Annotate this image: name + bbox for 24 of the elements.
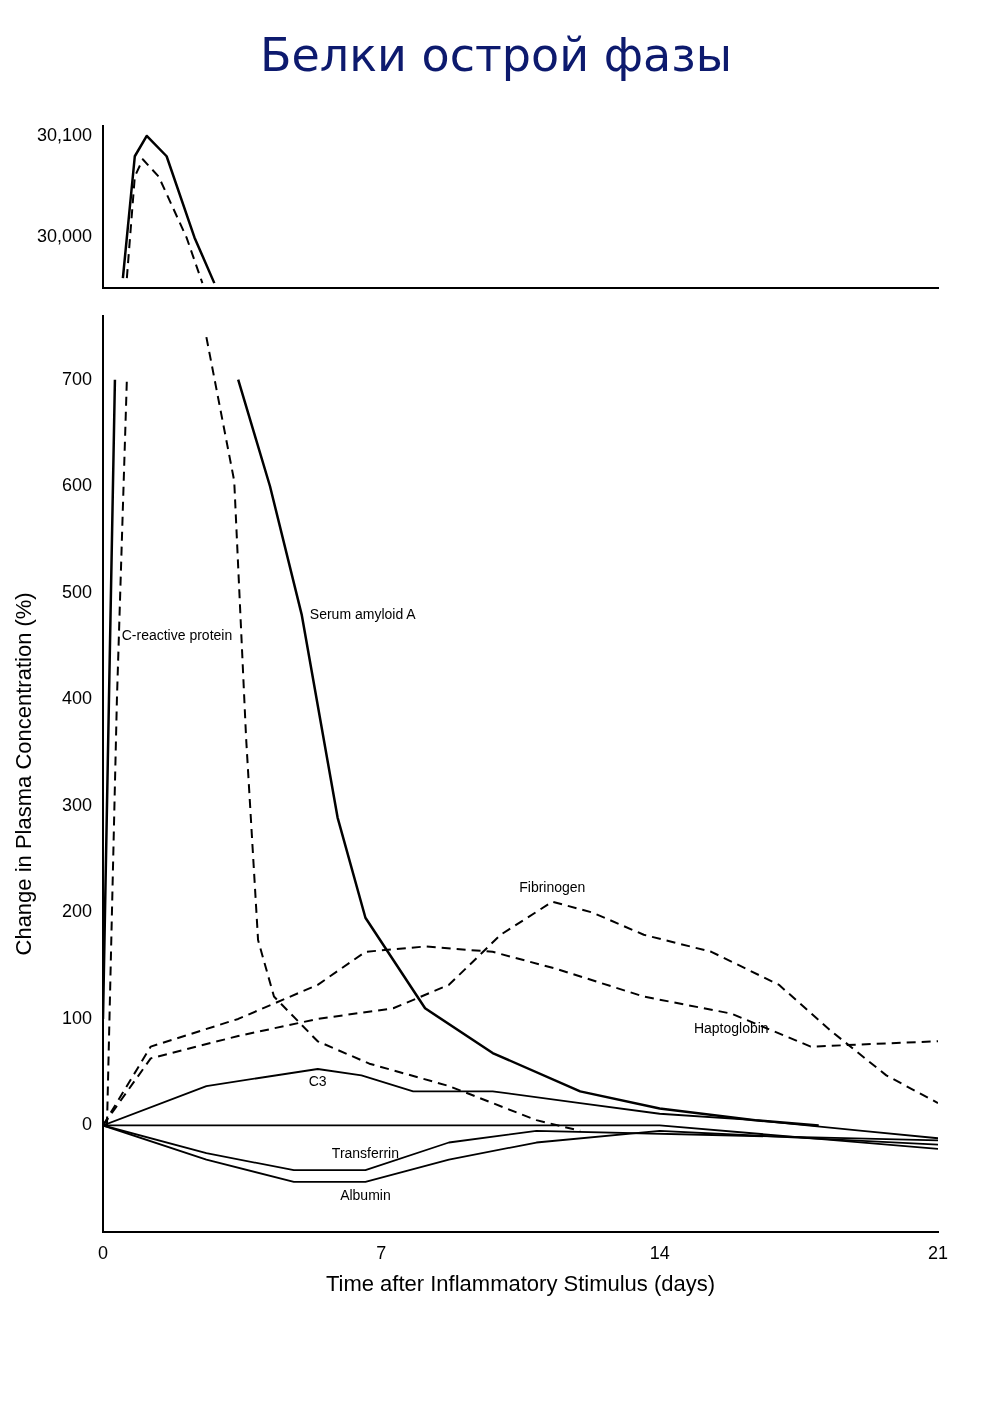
x-tick-label: 7: [376, 1242, 387, 1263]
series-label: Haptoglobin: [693, 1020, 769, 1037]
y-tick-label: 30,100: [36, 124, 92, 145]
x-axis-title: Time after Inflammatory Stimulus (days): [325, 1270, 716, 1296]
series-label: Fibrinogen: [519, 878, 586, 895]
x-tick-label: 0: [97, 1242, 109, 1263]
series-label: Transferrin: [331, 1145, 400, 1162]
series-label: C3: [308, 1072, 327, 1089]
y-tick-label: 30,000: [36, 226, 92, 247]
x-tick-label: 21: [927, 1242, 949, 1263]
y-tick-label: 300: [61, 794, 92, 815]
series-label: C-reactive protein: [121, 626, 233, 643]
x-tick-label: 14: [649, 1242, 670, 1263]
y-tick-label: 500: [61, 581, 92, 602]
y-tick-label: 200: [61, 901, 92, 922]
y-tick-label: 400: [61, 688, 92, 709]
series-label: Serum amyloid A: [309, 606, 417, 623]
y-tick-label: 100: [61, 1007, 92, 1028]
y-tick-label: 600: [61, 475, 92, 496]
chart-title: Белки острой фазы: [259, 27, 733, 84]
series-label: Albumin: [340, 1186, 391, 1203]
y-axis-title: Change in Plasma Concentration (%): [11, 592, 37, 956]
y-tick-label: 0: [81, 1114, 92, 1135]
y-tick-label: 700: [61, 368, 92, 389]
